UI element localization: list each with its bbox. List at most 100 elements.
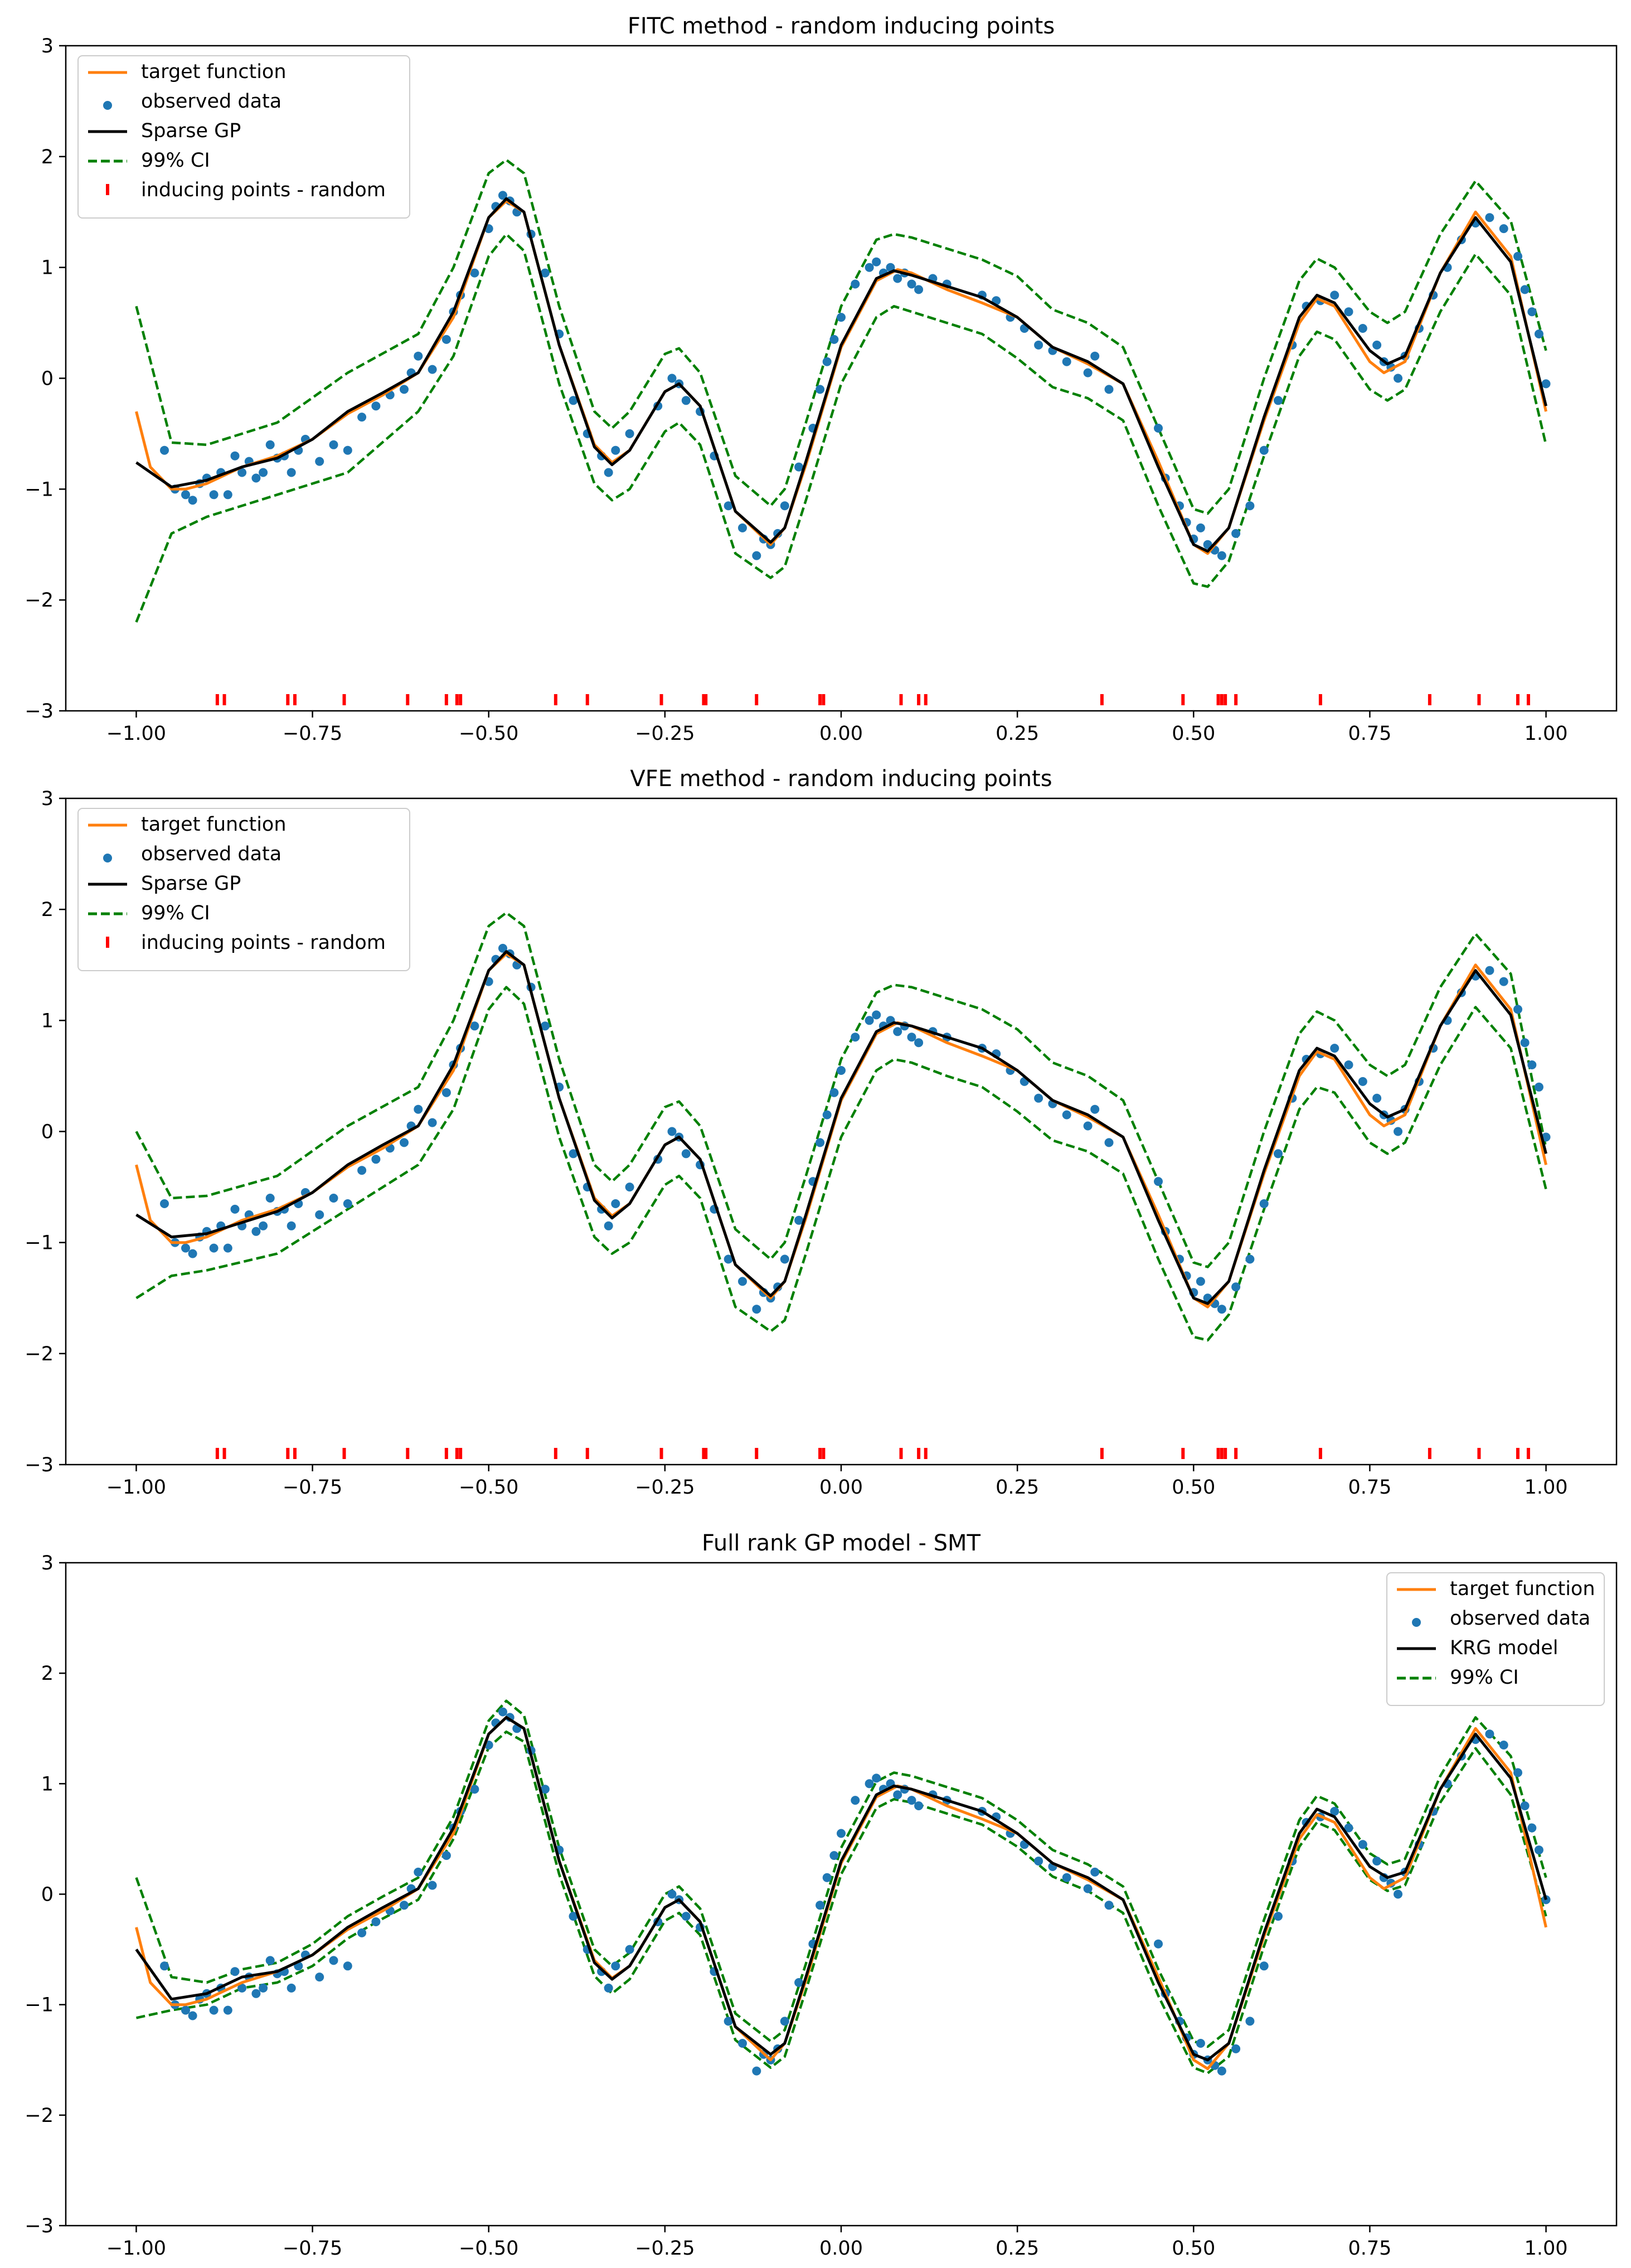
observed-point: [1394, 374, 1402, 383]
legend-label: 99% CI: [141, 902, 210, 924]
observed-point: [265, 1956, 275, 1965]
y-tick-label: −3: [25, 2215, 54, 2237]
chart-title: VFE method - random inducing points: [630, 766, 1052, 792]
observed-point: [604, 1983, 613, 1993]
observed-point: [1513, 1005, 1522, 1014]
x-tick-label: 0.00: [819, 723, 863, 745]
legend: target function observed data Sparse GP 99%…: [77, 808, 410, 971]
observed-point: [1245, 2017, 1255, 2026]
observed-point: [625, 1183, 634, 1192]
observed-point: [907, 1796, 916, 1805]
y-tick-label: −2: [25, 1343, 54, 1365]
observed-point: [1217, 1305, 1226, 1314]
observed-point: [829, 335, 839, 344]
observed-point: [223, 1243, 232, 1253]
observed-point: [1083, 368, 1093, 377]
observed-point: [188, 2011, 197, 2020]
plot-area: [135, 158, 1551, 705]
ci-lower-line: [135, 986, 1547, 1342]
observed-point: [441, 335, 451, 344]
observed-point: [428, 365, 437, 374]
observed-point: [625, 429, 634, 438]
observed-point: [470, 1785, 479, 1794]
x-tick-label: −0.25: [635, 1476, 695, 1499]
observed-point: [259, 1221, 268, 1230]
observed-point: [681, 1149, 691, 1159]
target-function-line: [135, 1715, 1547, 2071]
observed-point: [724, 1254, 733, 1264]
observed-point: [1231, 529, 1241, 538]
observed-point: [1513, 251, 1522, 261]
observed-point: [414, 351, 423, 361]
observed-point: [1274, 1912, 1283, 1921]
observed-point: [251, 1227, 261, 1236]
observed-point: [540, 1785, 550, 1794]
observed-point: [816, 1138, 825, 1147]
observed-point: [914, 1801, 924, 1810]
observed-point: [400, 1901, 409, 1910]
x-tick-label: 0.75: [1348, 723, 1391, 745]
observed-point: [540, 268, 550, 278]
observed-point: [1520, 1038, 1530, 1048]
legend-box: [77, 55, 410, 219]
chart-title: FITC method - random inducing points: [628, 13, 1055, 39]
observed-point: [329, 440, 338, 449]
observed-point: [569, 1912, 578, 1921]
observed-point: [893, 1790, 902, 1800]
observed-point: [1485, 966, 1494, 975]
x-tick-label: −1.00: [106, 723, 166, 745]
y-tick-label: 3: [41, 788, 54, 810]
y-tick-label: −2: [25, 2105, 54, 2127]
observed-point: [569, 1149, 578, 1159]
observed-point: [287, 1983, 296, 1993]
observed-point: [230, 1204, 240, 1214]
observed-point: [470, 1021, 479, 1031]
observed-point: [1259, 1199, 1269, 1208]
observed-point: [160, 1961, 169, 1971]
observed-point: [1196, 1277, 1205, 1286]
observed-point: [315, 457, 324, 466]
observed-point: [371, 1155, 381, 1164]
observed-point: [1499, 224, 1508, 234]
observed-point: [837, 313, 846, 322]
legend-observed-swatch: [1412, 1618, 1421, 1627]
observed-point: [188, 496, 197, 505]
observed-point: [872, 257, 881, 266]
legend-box: [77, 808, 410, 971]
observed-point: [188, 1249, 197, 1258]
observed-point: [1330, 1044, 1339, 1053]
observed-point: [1034, 1093, 1043, 1103]
x-tick-label: −0.75: [283, 723, 342, 745]
observed-point: [1154, 1939, 1163, 1949]
observed-point: [1520, 285, 1530, 294]
observed-point: [1259, 445, 1269, 455]
legend: target function observed data Sparse GP 99%…: [77, 55, 410, 219]
x-tick-label: −0.25: [635, 723, 695, 745]
observed-point: [1527, 1060, 1537, 1069]
observed-point: [1330, 1806, 1339, 1816]
observed-point: [738, 1277, 747, 1286]
observed-point: [1344, 1060, 1353, 1069]
observed-point: [181, 2005, 190, 2015]
observed-point: [230, 1967, 240, 1976]
observed-point: [611, 1961, 620, 1971]
x-tick-label: −1.00: [106, 2237, 166, 2260]
observed-point: [667, 1127, 677, 1136]
observed-point: [1062, 1873, 1071, 1882]
target-function-line: [135, 199, 1547, 555]
legend-label: target function: [141, 813, 287, 836]
ci-lower-line: [135, 232, 1547, 623]
observed-point: [343, 1961, 352, 1971]
observed-point: [752, 1305, 761, 1314]
observed-point: [251, 1989, 261, 1998]
observed-point: [1090, 351, 1100, 361]
observed-point: [851, 1033, 860, 1042]
y-tick-label: −2: [25, 589, 54, 612]
observed-point: [287, 468, 296, 477]
model-line: [135, 950, 1547, 1305]
observed-point: [1104, 385, 1114, 394]
observed-point: [1520, 1801, 1530, 1810]
ci-upper-line: [135, 911, 1547, 1268]
chart-panel-1: FITC method - random inducing points −1.0…: [25, 13, 1618, 745]
observed-point: [237, 1983, 247, 1993]
